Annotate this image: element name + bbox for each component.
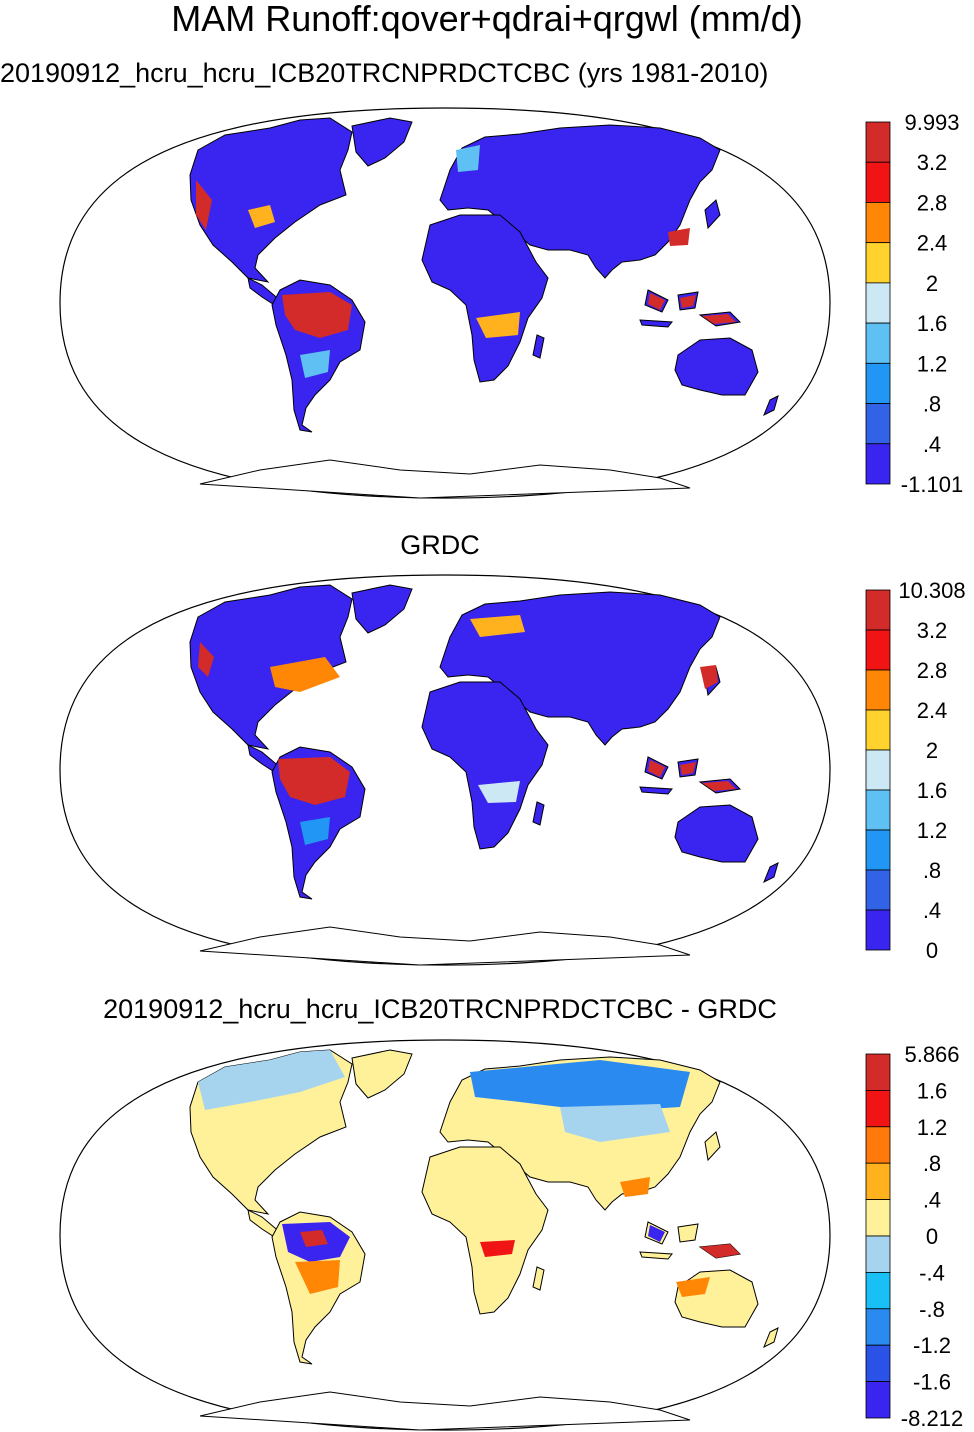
panel3-highlights	[198, 1050, 740, 1297]
panel2-title: GRDC	[400, 530, 480, 560]
colorbar-swatch	[865, 1162, 891, 1200]
panel2-map	[59, 574, 831, 966]
colorbar-swatch	[865, 909, 891, 951]
panel1-highlights	[196, 145, 736, 378]
panel1-colorbar: 9.993 3.2 2.8 2.4 2 1.6 1.2 .8 .4 -1.101	[865, 110, 963, 497]
colorbar-tick-label: 1.2	[917, 351, 948, 376]
colorbar-swatch	[865, 1090, 891, 1128]
colorbar-tick-label: .8	[923, 858, 941, 883]
colorbar-tick-label: 1.2	[917, 1115, 948, 1140]
colorbar-tick-label: -1.101	[901, 472, 963, 497]
colorbar-swatch	[865, 669, 891, 711]
colorbar-tick-label: -.8	[919, 1297, 945, 1322]
panel2-map-frame	[59, 574, 831, 966]
colorbar-swatch	[865, 1235, 891, 1273]
panel2-colorbar: 10.308 3.2 2.8 2.4 2 1.6 1.2 .8 .4 0	[865, 578, 966, 963]
colorbar-tick-label: -.4	[919, 1260, 945, 1285]
colorbar-tick-label: 3.2	[917, 150, 948, 175]
colorbar-swatch	[865, 1344, 891, 1382]
colorbar-tick-label: 10.308	[898, 578, 965, 603]
colorbar-tick-label: .4	[923, 1188, 941, 1213]
colorbar-swatch	[865, 829, 891, 871]
colorbar-swatch	[865, 789, 891, 831]
colorbar-swatch	[865, 121, 891, 163]
colorbar-swatch	[865, 749, 891, 791]
colorbar-tick-label: -1.2	[913, 1333, 951, 1358]
colorbar-tick-label: 0	[926, 938, 938, 963]
colorbar-swatch	[865, 443, 891, 485]
colorbar-swatch	[865, 403, 891, 445]
colorbar-swatch	[865, 1053, 891, 1091]
colorbar-tick-label: 2.4	[917, 231, 948, 256]
panel3-title: 20190912_hcru_hcru_ICB20TRCNPRDCTCBC - G…	[103, 994, 777, 1024]
colorbar-swatch	[865, 629, 891, 671]
colorbar-tick-label: -8.212	[901, 1406, 963, 1431]
colorbar-tick-label: 1.6	[917, 778, 948, 803]
colorbar-swatch	[865, 869, 891, 911]
colorbar-tick-label: .4	[923, 432, 941, 457]
panel3-map	[59, 1039, 831, 1431]
colorbar-tick-label: 2	[926, 271, 938, 296]
colorbar-tick-label: 2	[926, 738, 938, 763]
colorbar-tick-label: 2.4	[917, 698, 948, 723]
colorbar-tick-label: 5.866	[904, 1042, 959, 1067]
colorbar-swatch	[865, 589, 891, 631]
panel1-title: 20190912_hcru_hcru_ICB20TRCNPRDCTCBC (yr…	[0, 58, 769, 88]
colorbar-tick-label: 0	[926, 1224, 938, 1249]
colorbar-tick-label: 2.8	[917, 658, 948, 683]
colorbar-tick-label: .8	[923, 1151, 941, 1176]
panel2-highlights	[198, 615, 736, 845]
colorbar-tick-label: .8	[923, 392, 941, 417]
colorbar-swatch	[865, 1126, 891, 1164]
panel3-map-frame	[59, 1039, 831, 1431]
colorbar-swatch	[865, 1272, 891, 1310]
colorbar-swatch	[865, 322, 891, 364]
colorbar-swatch	[865, 161, 891, 203]
colorbar-swatch	[865, 202, 891, 244]
colorbar-tick-label: -1.6	[913, 1370, 951, 1395]
colorbar-swatch	[865, 709, 891, 751]
colorbar-tick-label: 3.2	[917, 618, 948, 643]
colorbar-tick-label: 1.6	[917, 1078, 948, 1103]
figure-title: MAM Runoff:qover+qdrai+qrgwl (mm/d)	[171, 0, 803, 39]
colorbar-tick-label: 1.6	[917, 311, 948, 336]
colorbar-tick-label: 2.8	[917, 190, 948, 215]
colorbar-swatch	[865, 282, 891, 324]
colorbar-swatch	[865, 362, 891, 404]
panel3-colorbar: 5.866 1.6 1.2 .8 .4 0 -.4 -.8 -1.2 -1.6 -8.212	[865, 1042, 963, 1431]
panel1-map	[59, 107, 831, 499]
colorbar-swatch	[865, 1381, 891, 1419]
colorbar-swatch	[865, 1308, 891, 1346]
colorbar-tick-label: 9.993	[904, 110, 959, 135]
panel1-map-frame	[59, 107, 831, 499]
colorbar-tick-label: 1.2	[917, 818, 948, 843]
colorbar-tick-label: .4	[923, 898, 941, 923]
colorbar-swatch	[865, 1199, 891, 1237]
colorbar-swatch	[865, 242, 891, 284]
